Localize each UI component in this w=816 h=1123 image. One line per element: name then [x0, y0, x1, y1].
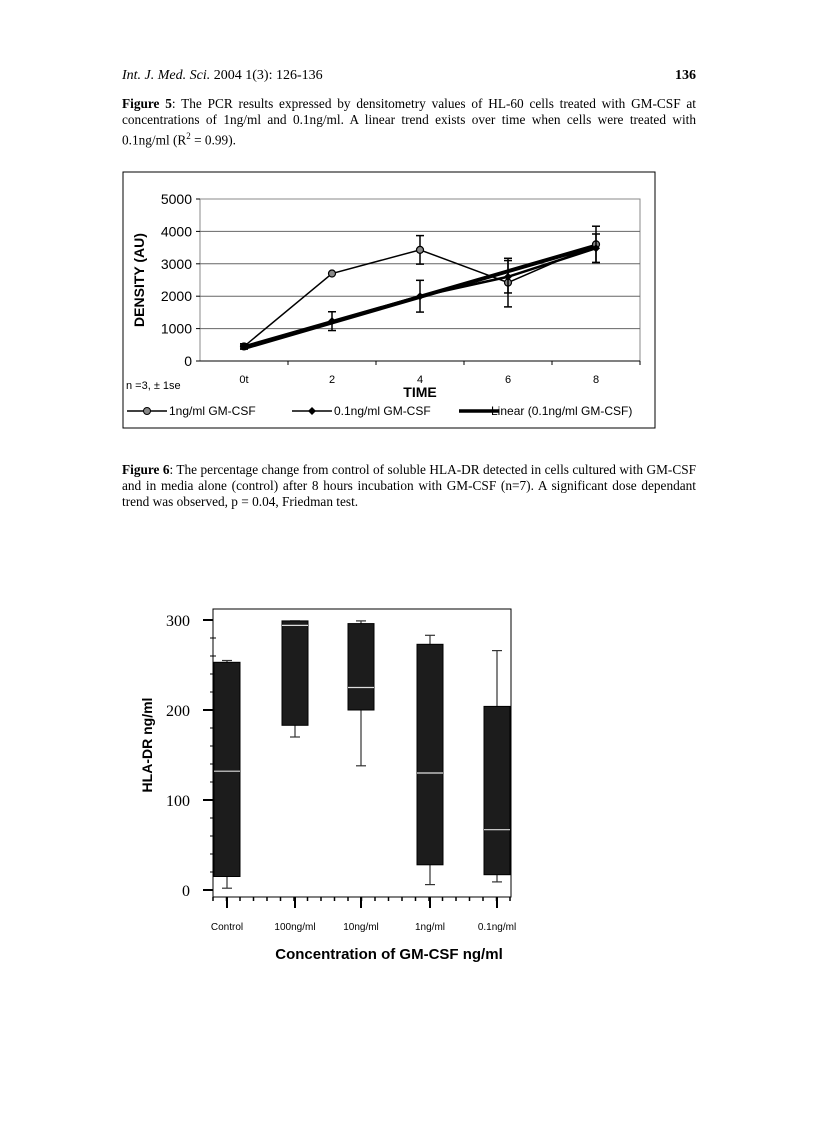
x-tick-label: 1ng/ml [415, 922, 445, 933]
page-number: 136 [675, 68, 696, 83]
legend-marker-circle [143, 407, 151, 415]
data-point-diamond [592, 244, 600, 253]
y-tick-label: 2000 [161, 288, 192, 304]
x-tick-label: 4 [417, 374, 423, 386]
x-tick-label: 8 [593, 374, 599, 386]
x-tick-label: Control [211, 922, 243, 933]
box [281, 620, 309, 726]
figure5-caption-text: : The PCR results expressed by densitome… [122, 96, 696, 148]
box [347, 623, 375, 711]
y-tick-label: 0 [184, 353, 192, 369]
legend-marker-diamond [308, 407, 316, 415]
figure6-caption: Figure 6: The percentage change from con… [122, 462, 696, 510]
data-point-diamond [240, 342, 248, 351]
box [483, 705, 511, 876]
data-point-circle [415, 245, 425, 254]
figure5-caption-end: = 0.99). [190, 132, 236, 148]
y-tick-label: 100 [166, 793, 190, 810]
chart-frame [122, 171, 656, 429]
legend-label: 1ng/ml GM-CSF [169, 404, 256, 418]
x-tick-label: 6 [505, 374, 511, 386]
figure6-label: Figure 6 [122, 462, 170, 477]
sample-note: n =3, ± 1se [126, 380, 181, 392]
data-point-diamond [504, 272, 512, 281]
x-tick-label: 2 [329, 374, 335, 386]
superscript: 2 [186, 131, 191, 141]
y-tick-label: 5000 [161, 191, 192, 207]
y-axis-title: DENSITY (AU) [131, 233, 147, 327]
journal-name: Int. J. Med. Sci. [122, 68, 211, 83]
y-tick-label: 1000 [161, 321, 192, 337]
legend-label: Linear (0.1ng/ml GM-CSF) [491, 404, 632, 418]
figure5-line-chart: 0 1000 2000 3000 4000 5000 0t 2 4 6 8 DENSITY (AU) T… [122, 171, 656, 429]
y-tick-label: 300 [166, 613, 190, 630]
data-point-circle [327, 269, 337, 278]
legend-label: 0.1ng/ml GM-CSF [334, 404, 431, 418]
citation: 2004 1(3): 126-136 [213, 68, 323, 83]
x-tick-label: 100ng/ml [274, 922, 315, 933]
box [213, 661, 241, 877]
y-tick-label: 3000 [161, 256, 192, 272]
x-tick-label: 0t [239, 374, 248, 386]
box [416, 643, 444, 866]
figure6-caption-text: : The percentage change from control of … [122, 462, 696, 509]
x-tick-label: 0.1ng/ml [478, 922, 516, 933]
y-axis-title: HLA-DR ng/ml [139, 698, 155, 793]
figure6-box-chart: 0 100 200 300 Control 100ng/ml 10ng/ml 1ng/ml 0.… [139, 608, 516, 963]
y-tick-label: 200 [166, 703, 190, 720]
x-axis-title: TIME [403, 384, 436, 400]
data-point-diamond [416, 292, 424, 301]
figure5-label: Figure 5 [122, 96, 172, 111]
x-axis-title: Concentration of GM-CSF ng/ml [275, 946, 502, 963]
data-point-diamond [328, 317, 336, 326]
y-tick-label: 4000 [161, 223, 192, 239]
x-tick-label: 10ng/ml [343, 922, 379, 933]
running-header: Int. J. Med. Sci. 2004 1(3): 126-136 [122, 68, 323, 84]
y-tick-label: 0 [182, 883, 190, 900]
figure5-caption: Figure 5: The PCR results expressed by d… [122, 96, 696, 148]
